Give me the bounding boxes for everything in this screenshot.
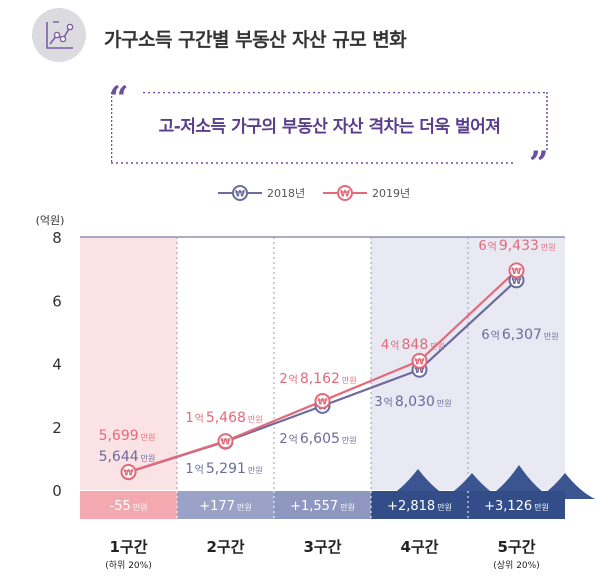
svg-text:₩: ₩ xyxy=(221,438,231,448)
data-label-2019: 5,699 만원 xyxy=(99,428,156,444)
change-value: -55 만원 xyxy=(110,499,148,514)
line-chart-icon xyxy=(32,8,86,62)
category-label: 5구간 xyxy=(497,538,535,556)
change-value: +3,126 만원 xyxy=(484,499,549,514)
change-cell-2 xyxy=(177,491,274,519)
change-cell-4 xyxy=(371,491,468,519)
category-label: 2구간 xyxy=(206,538,244,556)
change-cell-3 xyxy=(274,491,371,519)
quote-text: 고-저소득 가구의 부동산 자산 격차는 더욱 벌어져 xyxy=(158,117,501,137)
wave-arrow-icon xyxy=(484,465,554,499)
svg-text:₩: ₩ xyxy=(124,468,134,478)
close-quote-icon: ” xyxy=(529,144,549,184)
change-value: +2,818 만원 xyxy=(387,499,452,514)
data-label-2018: 5,644 만원 xyxy=(99,449,156,465)
y-tick-label: 6 xyxy=(52,292,62,310)
point-2019-3-icon: ₩ xyxy=(314,392,331,409)
svg-text:₩: ₩ xyxy=(512,267,522,277)
band-1 xyxy=(80,237,177,490)
change-value: +1,557 만원 xyxy=(290,499,355,514)
change-value: +177 만원 xyxy=(199,499,251,514)
point-2019-2-icon: ₩ xyxy=(217,433,234,450)
point-2019-4-icon: ₩ xyxy=(411,352,428,369)
data-label-2019: 2억 8,162 만원 xyxy=(279,371,356,387)
svg-text:₩: ₩ xyxy=(235,190,245,200)
quote-box: “ 고-저소득 가구의 부동산 자산 격차는 더욱 벌어져 ” xyxy=(109,82,549,181)
svg-text:₩: ₩ xyxy=(340,190,350,200)
page-title: 가구소득 구간별 부동산 자산 규모 변화 xyxy=(104,29,407,51)
data-label-2018: 6억 6,307 만원 xyxy=(481,327,558,343)
legend-label-2019: 2019년 xyxy=(372,187,410,200)
y-axis-label: (억원) xyxy=(36,214,65,227)
svg-text:₩: ₩ xyxy=(318,397,328,407)
band-3 xyxy=(274,237,371,490)
point-2019-5-icon: ₩ xyxy=(508,262,525,279)
data-label-2019: 1억 5,468 만원 xyxy=(185,410,262,426)
category-note: (상위 20%) xyxy=(493,560,539,571)
legend-marker-2019-icon: ₩ xyxy=(337,185,353,201)
data-label-2019: 6억 9,433 만원 xyxy=(478,238,555,254)
svg-text:₩: ₩ xyxy=(512,277,522,287)
data-label-2018: 2억 6,605 만원 xyxy=(279,431,356,447)
svg-text:₩: ₩ xyxy=(415,366,425,376)
y-tick-label: 8 xyxy=(52,229,62,247)
category-label: 3구간 xyxy=(303,538,341,556)
point-2019-1-icon: ₩ xyxy=(120,463,137,480)
change-cell-1 xyxy=(80,491,177,519)
y-tick-label: 2 xyxy=(52,419,62,437)
y-tick-label: 4 xyxy=(52,356,62,374)
category-note: (하위 20%) xyxy=(105,560,151,571)
data-label-2019: 4억 848 만원 xyxy=(381,337,445,353)
legend-label-2018: 2018년 xyxy=(267,187,305,200)
category-label: 1구간 xyxy=(109,538,147,556)
legend-marker-2018-icon: ₩ xyxy=(232,185,248,201)
data-label-2018: 3억 8,030 만원 xyxy=(374,394,451,410)
category-label: 4구간 xyxy=(400,538,438,556)
y-tick-label: 0 xyxy=(52,482,62,500)
svg-text:₩: ₩ xyxy=(415,357,425,367)
change-cell-5 xyxy=(468,491,565,519)
open-quote-icon: “ xyxy=(109,79,129,119)
data-label-2018: 1억 5,291 만원 xyxy=(185,461,262,477)
